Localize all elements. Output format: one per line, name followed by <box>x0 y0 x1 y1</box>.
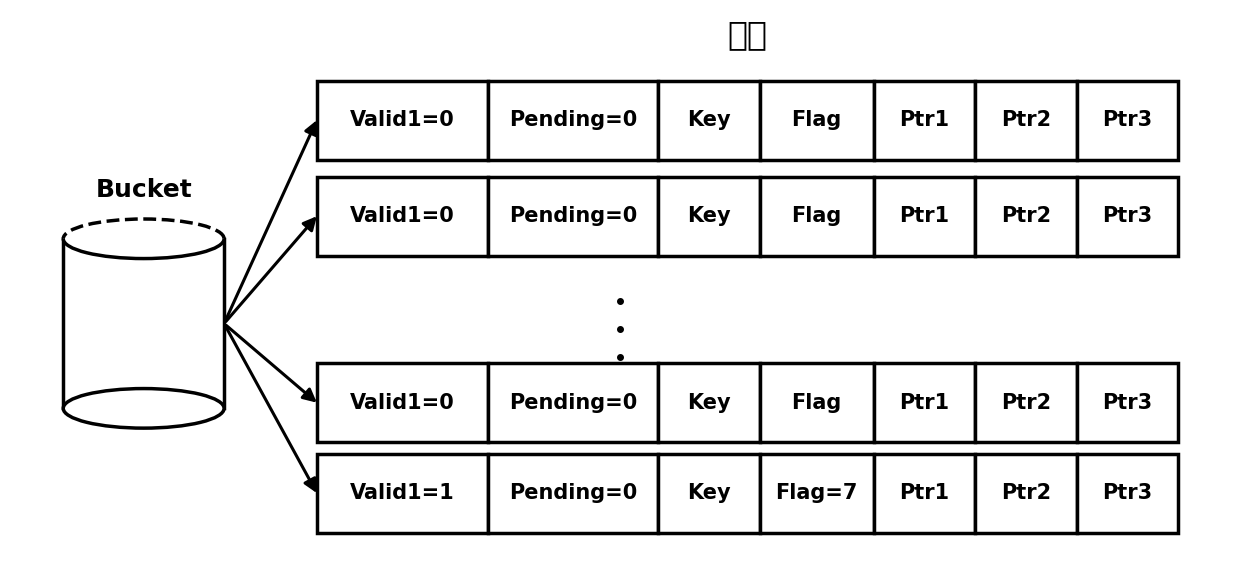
Bar <box>658 454 760 533</box>
Text: 成员: 成员 <box>728 18 768 51</box>
Text: Valid1=0: Valid1=0 <box>350 392 455 413</box>
Bar <box>1076 454 1178 533</box>
Bar <box>760 81 874 160</box>
Text: Flag: Flag <box>791 110 842 130</box>
Text: Ptr2: Ptr2 <box>1001 483 1050 503</box>
Bar <box>487 177 658 256</box>
Text: Ptr1: Ptr1 <box>899 206 950 226</box>
Text: Ptr3: Ptr3 <box>1102 110 1152 130</box>
Text: Pending=0: Pending=0 <box>508 483 637 503</box>
Text: Ptr2: Ptr2 <box>1001 392 1050 413</box>
Text: Ptr3: Ptr3 <box>1102 206 1152 226</box>
Bar <box>975 81 1076 160</box>
Bar <box>975 454 1076 533</box>
Text: Ptr2: Ptr2 <box>1001 206 1050 226</box>
Text: Ptr2: Ptr2 <box>1001 110 1050 130</box>
Text: Key: Key <box>687 392 730 413</box>
Bar <box>658 177 760 256</box>
Text: Ptr1: Ptr1 <box>899 392 950 413</box>
Text: Ptr3: Ptr3 <box>1102 483 1152 503</box>
Text: Key: Key <box>687 483 730 503</box>
Bar <box>63 239 224 408</box>
Text: Valid1=1: Valid1=1 <box>350 483 455 503</box>
Bar <box>317 363 487 442</box>
Bar <box>760 177 874 256</box>
Bar <box>874 81 975 160</box>
Bar <box>63 236 224 241</box>
Bar <box>874 454 975 533</box>
Text: Ptr1: Ptr1 <box>899 483 950 503</box>
Text: Bucket: Bucket <box>95 178 192 202</box>
Text: Pending=0: Pending=0 <box>508 392 637 413</box>
Bar <box>317 177 487 256</box>
Text: Ptr3: Ptr3 <box>1102 392 1152 413</box>
Text: Ptr1: Ptr1 <box>899 110 950 130</box>
Text: Pending=0: Pending=0 <box>508 206 637 226</box>
Bar <box>760 363 874 442</box>
Bar <box>487 454 658 533</box>
Bar <box>1076 81 1178 160</box>
Bar <box>874 177 975 256</box>
Ellipse shape <box>63 389 224 428</box>
Bar <box>658 363 760 442</box>
Text: Valid1=0: Valid1=0 <box>350 110 455 130</box>
Bar <box>487 363 658 442</box>
Bar <box>975 177 1076 256</box>
Bar <box>760 454 874 533</box>
Bar <box>658 81 760 160</box>
Text: Key: Key <box>687 110 730 130</box>
Bar <box>975 363 1076 442</box>
Text: Flag=7: Flag=7 <box>775 483 858 503</box>
Text: Pending=0: Pending=0 <box>508 110 637 130</box>
Bar <box>487 81 658 160</box>
Text: Flag: Flag <box>791 206 842 226</box>
Bar <box>1076 363 1178 442</box>
Bar <box>874 363 975 442</box>
Text: Key: Key <box>687 206 730 226</box>
Bar <box>1076 177 1178 256</box>
Bar <box>317 454 487 533</box>
Text: Valid1=0: Valid1=0 <box>350 206 455 226</box>
Text: Flag: Flag <box>791 392 842 413</box>
Bar <box>317 81 487 160</box>
